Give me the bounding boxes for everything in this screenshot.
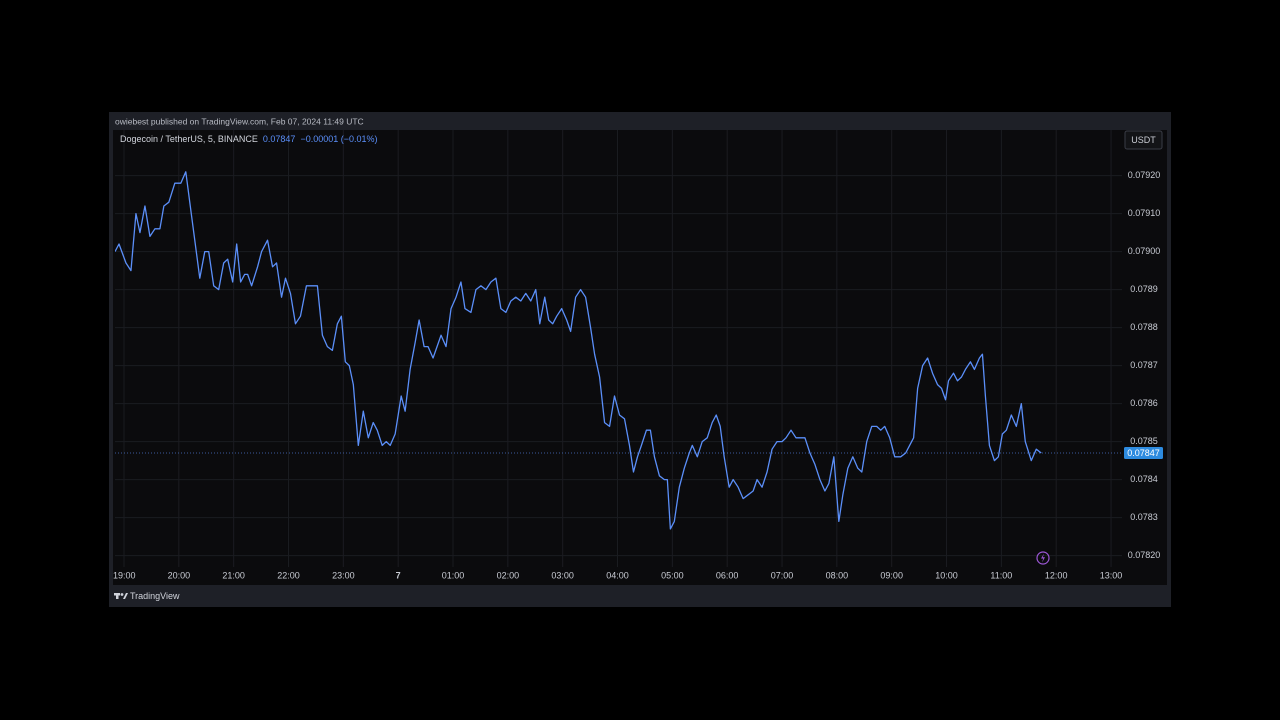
change: −0.00001 (−0.01%) — [300, 134, 377, 144]
brand: TradingView — [130, 591, 180, 601]
currency: USDT — [1131, 135, 1156, 145]
x-tick-label: 11:00 — [990, 570, 1012, 580]
x-tick-label: 13:00 — [1100, 570, 1123, 580]
y-tick-label: 0.07920 — [1128, 170, 1161, 180]
publisher: owiebest published on TradingView.com, F… — [115, 116, 364, 126]
y-tick-label: 0.0784 — [1130, 474, 1158, 484]
x-tick-label: 04:00 — [606, 570, 629, 580]
x-tick-label: 22:00 — [277, 570, 300, 580]
x-tick-label: 07:00 — [771, 570, 794, 580]
last-price-tag — [1124, 447, 1163, 459]
y-tick-label: 0.0788 — [1130, 322, 1158, 332]
symbol: Dogecoin / TetherUS, 5, BINANCE — [120, 134, 258, 144]
x-tick-label: 12:00 — [1045, 570, 1068, 580]
x-tick-label: 21:00 — [222, 570, 245, 580]
x-tick-label: 06:00 — [716, 570, 739, 580]
legend: Dogecoin / TetherUS, 5, BINANCE 0.07847 −0… — [120, 134, 378, 144]
y-tick-label: 0.0783 — [1130, 512, 1158, 522]
y-tick-label: 0.0789 — [1130, 284, 1158, 294]
x-tick-label: 09:00 — [880, 570, 903, 580]
x-tick-label: 20:00 — [168, 570, 191, 580]
alert-icon[interactable] — [1036, 551, 1050, 565]
x-tick-label: 01:00 — [442, 570, 465, 580]
x-tick-label: 10:00 — [935, 570, 958, 580]
x-tick-label: 05:00 — [661, 570, 684, 580]
y-tick-label: 0.07900 — [1128, 246, 1161, 256]
last-price: 0.07847 — [263, 134, 296, 144]
chart-area — [113, 130, 1167, 585]
logo — [114, 593, 128, 599]
y-tick-label: 0.0785 — [1130, 436, 1158, 446]
x-tick-label: 03:00 — [551, 570, 574, 580]
y-tick-label: 0.0787 — [1130, 360, 1158, 370]
x-tick-label: 19:00 — [113, 570, 136, 580]
x-tick-label: 02:00 — [497, 570, 520, 580]
x-tick-label: 7 — [396, 570, 401, 580]
x-tick-label: 23:00 — [332, 570, 355, 580]
y-tick-label: 0.07910 — [1128, 208, 1161, 218]
last-price-label: 0.07847 — [1127, 448, 1160, 458]
price-line — [115, 171, 1042, 530]
x-tick-label: 08:00 — [826, 570, 849, 580]
currency-box[interactable] — [1124, 130, 1163, 150]
y-tick-label: 0.07820 — [1128, 550, 1161, 560]
y-tick-label: 0.0786 — [1130, 398, 1158, 408]
